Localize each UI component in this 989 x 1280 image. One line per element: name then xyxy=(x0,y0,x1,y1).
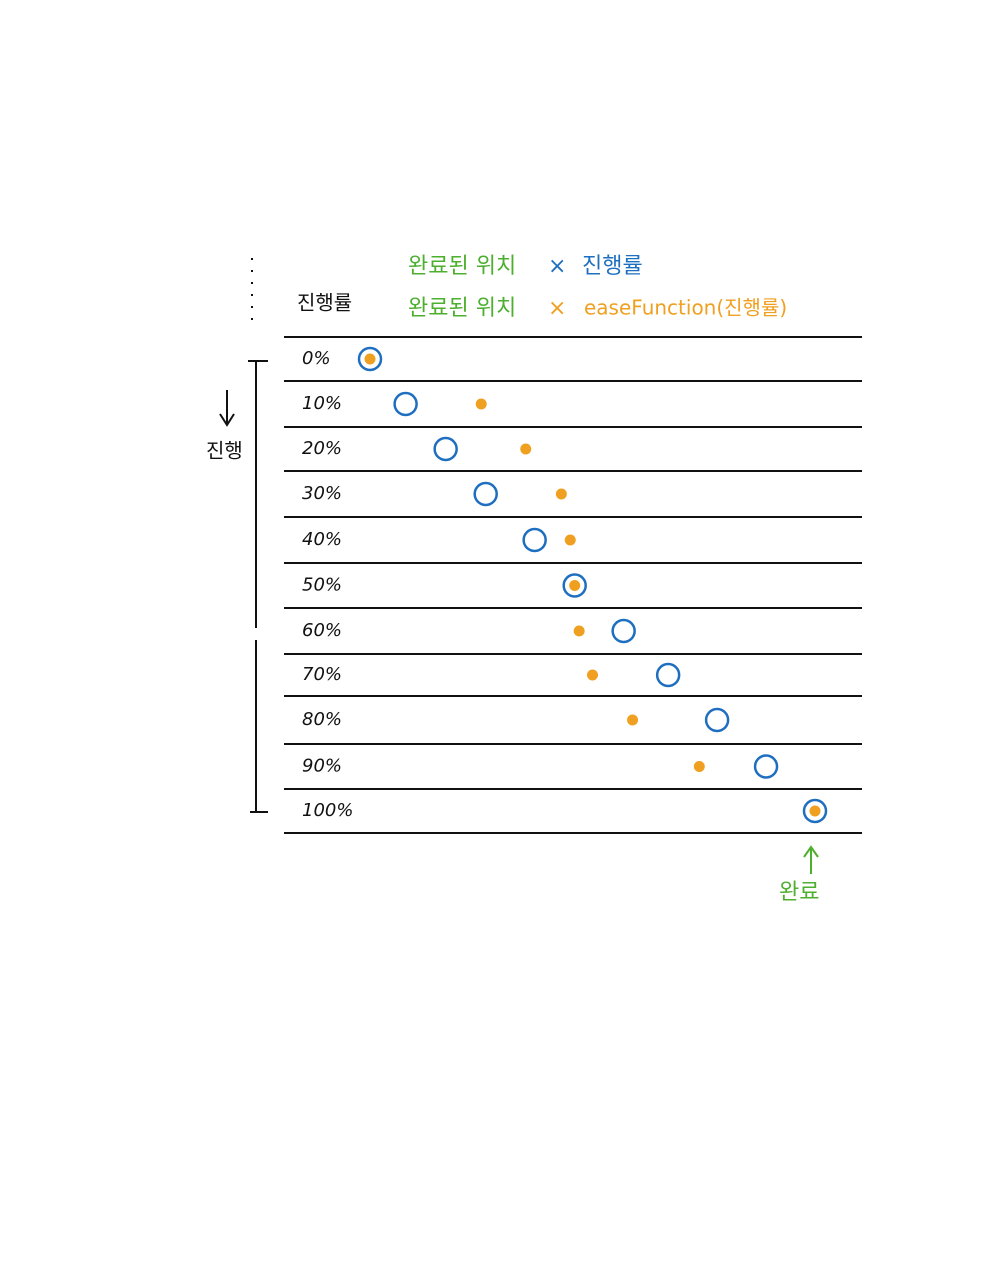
linear-dot xyxy=(357,346,383,372)
linear-dot xyxy=(433,436,458,462)
legend-position: 완료된 위치 xyxy=(408,296,516,321)
end-label: 완료 xyxy=(779,880,819,905)
eased-dot xyxy=(587,669,598,681)
row-label: 70% xyxy=(302,664,342,685)
linear-dot xyxy=(393,391,418,417)
eased-dot xyxy=(809,805,821,817)
linear-dot xyxy=(562,573,587,598)
legend-operator: × xyxy=(548,254,566,279)
linear-dot xyxy=(655,662,681,688)
legend-position: 완료된 위치 xyxy=(408,254,516,279)
eased-dot xyxy=(693,761,705,772)
row-label: 100% xyxy=(302,800,353,821)
linear-dot xyxy=(522,527,547,553)
linear-dot xyxy=(753,754,779,779)
eased-dot xyxy=(573,625,585,637)
row-label: 40% xyxy=(302,529,342,550)
end-arrow-head xyxy=(803,845,819,858)
column-header: 진행률 xyxy=(297,291,352,315)
row-label: 50% xyxy=(302,575,342,596)
linear-dot xyxy=(611,618,636,644)
row-label: 80% xyxy=(302,709,342,730)
legend-factor: easeFunction(진행률) xyxy=(584,296,787,320)
legend-factor: 진행률 xyxy=(582,254,643,279)
linear-dot xyxy=(802,798,828,824)
side-label: 진행 xyxy=(206,439,243,463)
eased-dot xyxy=(364,353,376,365)
linear-dot xyxy=(473,481,498,507)
row-label: 0% xyxy=(302,348,331,369)
arrow-head xyxy=(219,413,235,427)
row-label: 60% xyxy=(302,620,342,641)
eased-dot xyxy=(555,488,567,500)
eased-dot xyxy=(627,714,639,726)
row-label: 30% xyxy=(302,483,342,504)
eased-dot xyxy=(564,534,576,546)
row-label: 10% xyxy=(302,393,342,414)
eased-dot xyxy=(520,443,532,455)
row-label: 90% xyxy=(302,756,342,777)
eased-dot xyxy=(569,580,581,591)
linear-dot xyxy=(704,707,730,733)
legend-operator: × xyxy=(548,296,566,321)
eased-dot xyxy=(475,398,487,410)
rows: 0% 10% 20% 30% 40% 50% 60% 70% 80% 90% 100% xyxy=(284,336,862,834)
row-label: 20% xyxy=(302,438,342,459)
